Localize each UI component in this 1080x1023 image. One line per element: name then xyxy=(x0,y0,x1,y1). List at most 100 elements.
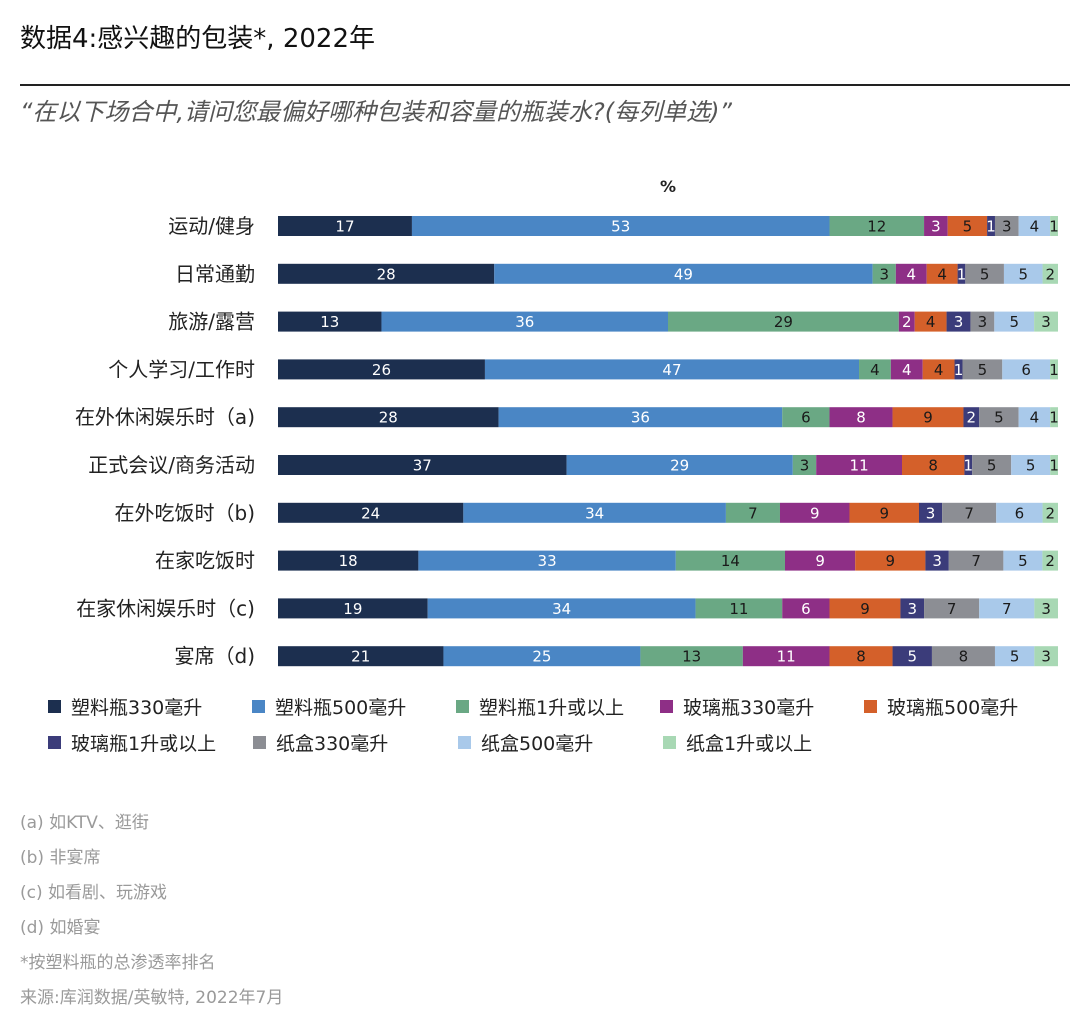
bar-segment xyxy=(640,646,743,667)
bar-value-label: 5 xyxy=(1018,265,1028,283)
bar-value-label: 26 xyxy=(372,361,391,379)
bar-value-label: 8 xyxy=(928,457,938,475)
bar-value-label: 11 xyxy=(729,600,748,618)
ranking-note: *按塑料瓶的总渗透率排名 xyxy=(20,953,216,973)
bar-value-label: 4 xyxy=(934,361,944,379)
footnote-b: (b) 非宴席 xyxy=(20,848,101,868)
unit-label: % xyxy=(660,177,676,196)
bar-value-label: 7 xyxy=(748,504,758,522)
legend-swatch xyxy=(253,735,266,749)
bar-value-label: 3 xyxy=(1002,218,1012,236)
page-title: 数据4:感兴趣的包装*, 2022年 xyxy=(20,24,375,54)
bar-value-label: 53 xyxy=(611,218,630,236)
bar-value-label: 1 xyxy=(1049,457,1059,475)
footnote-d: (d) 如婚宴 xyxy=(20,918,101,938)
bar-segment xyxy=(278,263,495,284)
bar-segment xyxy=(924,598,980,619)
bar-segment xyxy=(872,263,896,284)
bar-value-label: 7 xyxy=(947,600,957,618)
bar-value-label: 2 xyxy=(902,313,912,331)
bar-segment xyxy=(278,216,412,236)
category-label: 在家休闲娱乐时（c) xyxy=(76,596,255,620)
bar-segment xyxy=(859,359,891,380)
bar-value-label: 1 xyxy=(954,361,964,379)
bar-segment xyxy=(427,598,696,619)
legend-label: 塑料瓶500毫升 xyxy=(275,696,407,719)
bar-value-label: 25 xyxy=(532,648,551,666)
bar-value-label: 3 xyxy=(1041,648,1051,666)
category-label: 运动/健身 xyxy=(168,214,255,238)
bar-value-label: 5 xyxy=(1026,457,1036,475)
category-label: 日常通勤 xyxy=(175,262,255,286)
bar-value-label: 7 xyxy=(964,504,974,522)
bar-segment xyxy=(1003,263,1043,284)
bar-segment xyxy=(892,407,964,428)
legend-swatch xyxy=(48,735,61,749)
bar-segment xyxy=(668,311,899,332)
bar-segment xyxy=(898,311,915,332)
bar-value-label: 6 xyxy=(1021,361,1031,379)
bar-segment xyxy=(278,550,419,571)
bar-segment xyxy=(443,646,641,667)
bar-segment xyxy=(829,407,893,428)
bar-value-label: 34 xyxy=(585,504,604,522)
bar-segment xyxy=(1018,407,1051,428)
bar-value-label: 1 xyxy=(1049,218,1059,236)
bar-value-label: 3 xyxy=(879,265,889,283)
bar-segment xyxy=(278,407,499,428)
legend-label: 纸盒330毫升 xyxy=(276,732,389,755)
bar-value-label: 17 xyxy=(335,218,354,236)
legend-swatch xyxy=(456,699,469,713)
bar-value-label: 29 xyxy=(774,313,793,331)
bar-value-label: 3 xyxy=(932,552,942,570)
bar-value-label: 9 xyxy=(879,504,889,522)
bar-segment xyxy=(970,311,995,332)
bar-value-label: 14 xyxy=(721,552,740,570)
footnote-a: (a) 如KTV、逛街 xyxy=(20,813,149,833)
bar-value-label: 36 xyxy=(515,313,534,331)
bar-segment xyxy=(278,646,444,667)
bar-value-label: 4 xyxy=(906,265,916,283)
legend-swatch xyxy=(458,735,471,749)
bar-segment xyxy=(1042,502,1058,523)
bar-segment xyxy=(782,598,830,619)
bar-value-label: 4 xyxy=(1030,409,1040,427)
bar-value-label: 9 xyxy=(923,409,933,427)
bar-value-label: 4 xyxy=(902,361,912,379)
bar-value-label: 36 xyxy=(631,409,650,427)
bar-segment xyxy=(855,550,926,571)
legend-item: 塑料瓶500毫升 xyxy=(252,693,456,720)
bar-segment xyxy=(931,646,995,667)
category-label: 在外休闲娱乐时（a) xyxy=(75,405,255,429)
bar-value-label: 28 xyxy=(379,409,398,427)
bar-segment xyxy=(926,263,958,284)
bar-segment xyxy=(924,216,948,236)
chart-legend: 塑料瓶330毫升 塑料瓶500毫升 塑料瓶1升或以上 玻璃瓶330毫升 玻璃瓶500毫升… xyxy=(48,688,1068,760)
bar-segment xyxy=(1034,598,1058,619)
bar-value-label: 37 xyxy=(413,457,432,475)
bar-segment xyxy=(278,311,382,332)
bar-segment xyxy=(895,263,927,284)
bar-value-label: 1 xyxy=(957,265,967,283)
legend-item: 塑料瓶1升或以上 xyxy=(456,693,660,720)
bar-value-label: 18 xyxy=(339,552,358,570)
bar-value-label: 13 xyxy=(320,313,339,331)
bar-segment xyxy=(278,502,464,523)
bar-value-label: 28 xyxy=(377,265,396,283)
bar-value-label: 3 xyxy=(800,457,810,475)
footnote-c: (c) 如看剧、玩游戏 xyxy=(20,883,168,903)
bar-segment xyxy=(1011,455,1051,475)
bar-segment xyxy=(566,455,793,475)
legend-label: 玻璃瓶1升或以上 xyxy=(71,732,217,755)
bar-segment xyxy=(890,359,923,380)
bar-segment xyxy=(954,359,963,380)
bar-value-label: 33 xyxy=(538,552,557,570)
bar-segment xyxy=(278,598,428,619)
bar-value-label: 8 xyxy=(856,409,866,427)
legend-item: 纸盒330毫升 xyxy=(253,729,458,756)
legend-row: 塑料瓶330毫升 塑料瓶500毫升 塑料瓶1升或以上 玻璃瓶330毫升 玻璃瓶500毫升 xyxy=(48,688,1068,724)
bar-value-label: 1 xyxy=(1049,409,1059,427)
category-label: 宴席（d) xyxy=(175,644,256,668)
bar-segment xyxy=(849,502,919,523)
